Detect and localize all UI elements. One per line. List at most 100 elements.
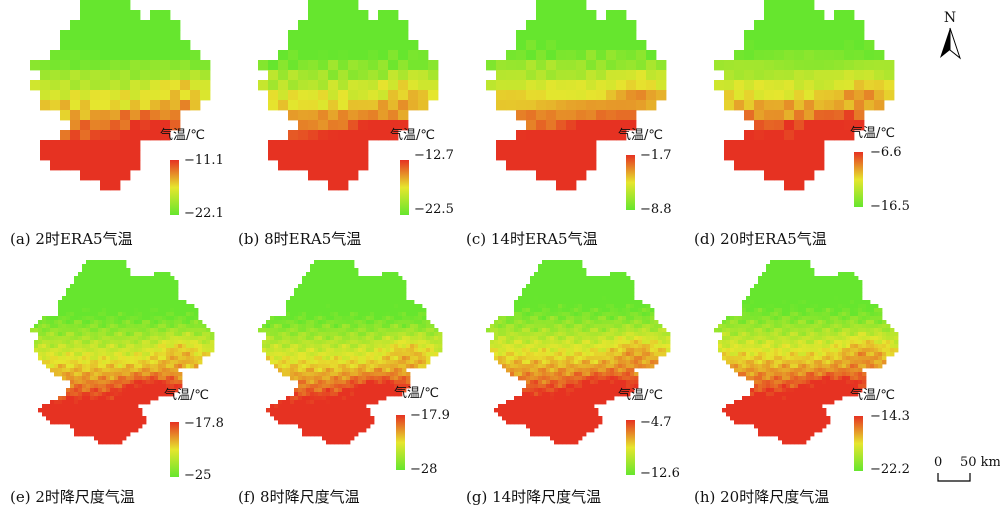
map-cell [570,288,575,293]
map-cell [418,356,423,361]
map-cell [268,90,279,101]
map-cell [586,80,597,91]
map-cell [198,356,203,361]
map-cell [342,380,347,385]
map-cell [606,372,611,377]
map-cell [610,328,615,333]
map-cell [50,90,61,101]
map-cell [646,316,651,321]
map-cell [206,332,211,337]
map-cell [506,416,511,421]
map-cell [354,416,359,421]
map-cell [542,280,547,285]
map-cell [824,30,835,41]
map-cell [554,324,559,329]
map-cell [166,288,171,293]
map-cell [102,428,107,433]
map-cell [346,276,351,281]
map-cell [394,316,399,321]
map-cell [290,360,295,365]
map-cell [298,100,309,111]
map-cell [526,312,531,317]
map-cell [368,110,379,121]
map-cell [298,90,309,101]
map-cell [602,312,607,317]
map-cell [566,424,571,429]
map-cell [202,328,207,333]
map-cell [734,90,745,101]
map-cell [382,344,387,349]
map-cell [566,324,571,329]
map-cell [418,320,423,325]
map-cell [388,120,399,131]
map-cell [118,276,123,281]
map-cell [844,60,855,71]
map-cell [58,336,63,341]
map-cell [58,344,63,349]
map-cell [318,308,323,313]
map-cell [594,280,599,285]
map-cell [526,348,531,353]
map-cell [764,150,775,161]
map-cell [370,420,375,425]
map-cell [134,300,139,305]
map-cell [114,348,119,353]
map-cell [422,328,427,333]
map-cell [298,352,303,357]
map-cell [598,288,603,293]
map-cell [496,80,507,91]
map-cell [106,428,111,433]
map-cell [770,272,775,277]
map-cell [178,304,183,309]
map-cell [318,328,323,333]
map-cell [106,304,111,309]
map-cell [150,332,155,337]
map-cell [258,60,269,71]
map-cell [346,384,351,389]
map-cell [70,388,75,393]
map-cell [610,308,615,313]
map-cell [90,0,101,11]
map-cell [582,300,587,305]
map-cell [328,160,339,171]
map-cell [86,296,91,301]
map-cell [786,268,791,273]
map-cell [186,308,191,313]
map-cell [146,324,151,329]
map-cell [120,140,131,151]
map-cell [556,70,567,81]
map-cell [318,316,323,321]
map-cell [428,60,439,71]
map-cell [102,364,107,369]
map-cell [558,352,563,357]
panel-c: 气温/℃ −1.7 −8.8 (c) 14时ERA5气温 [466,0,698,250]
map-cell [310,424,315,429]
map-cell [102,312,107,317]
map-cell [94,336,99,341]
map-cell [158,284,163,289]
map-cell [94,300,99,305]
map-cell [366,276,371,281]
map-cell [346,436,351,441]
map-cell [174,304,179,309]
map-cell [194,308,199,313]
map-cell [554,380,559,385]
map-cell [338,170,349,181]
map-cell [62,416,67,421]
map-cell [50,60,61,71]
map-cell [110,380,115,385]
map-cell [138,320,143,325]
map-cell [66,328,71,333]
map-cell [118,400,123,405]
map-cell [534,312,539,317]
map-cell [394,368,399,373]
map-cell [546,404,551,409]
map-cell [294,404,299,409]
map-cell [650,340,655,345]
map-cell [154,312,159,317]
map-cell [666,332,671,337]
map-cell [522,332,527,337]
map-cell [386,308,391,313]
map-cell [734,60,745,71]
map-cell [530,280,535,285]
